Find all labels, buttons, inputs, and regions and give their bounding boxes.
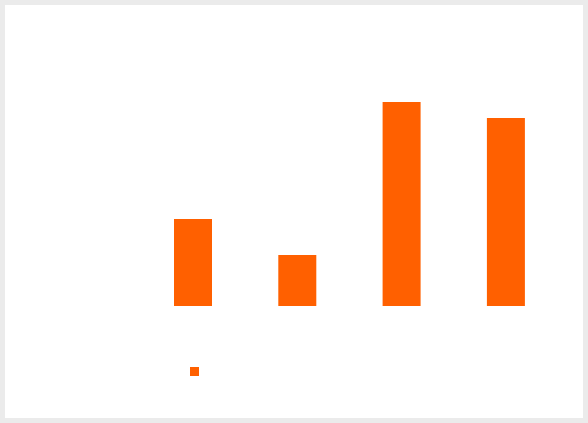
legend (190, 367, 199, 376)
bar-3 (382, 102, 421, 306)
bar-4 (486, 118, 525, 306)
bars-group (174, 102, 525, 306)
legend-swatch (190, 367, 199, 376)
bar-1 (174, 219, 212, 306)
bar-2 (278, 255, 317, 306)
chart-frame (5, 5, 583, 418)
